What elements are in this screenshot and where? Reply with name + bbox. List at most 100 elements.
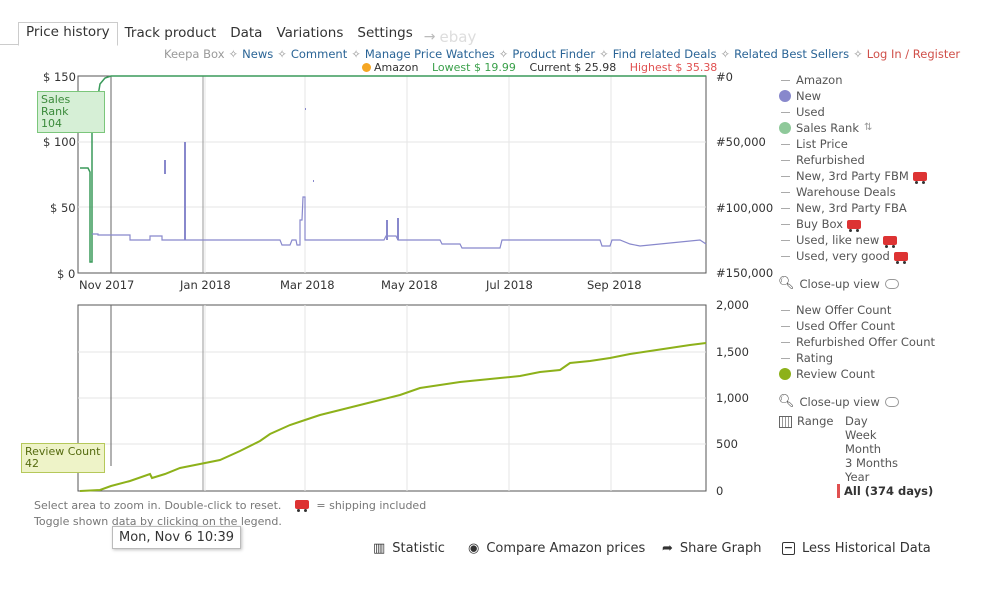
sparkle-icon: ✧ xyxy=(599,47,609,61)
legend-sales-rank[interactable]: Sales Rank ⇅ xyxy=(778,120,927,136)
x-tick-may2018: May 2018 xyxy=(381,278,438,292)
legend-fba[interactable]: New, 3rd Party FBA xyxy=(778,200,927,216)
range-3-months[interactable]: 3 Months xyxy=(845,456,899,470)
legend-buy-box[interactable]: Buy Box xyxy=(778,216,927,232)
closeup-toggle-top[interactable]: 🔍︎ Close-up view xyxy=(778,276,927,292)
bar-chart-icon: ▥ xyxy=(373,541,386,556)
count-tick-2000: 2,000 xyxy=(716,298,749,312)
count-tick-0: 0 xyxy=(716,484,724,498)
tab-price-history[interactable]: Price history xyxy=(18,22,118,46)
keepa-box-link[interactable]: Keepa Box xyxy=(164,47,225,61)
truck-icon xyxy=(847,219,862,232)
legend-warehouse[interactable]: Warehouse Deals xyxy=(778,184,927,200)
x-tick-sep2018: Sep 2018 xyxy=(587,278,642,292)
search-icon: 🔍︎ xyxy=(778,394,795,409)
count-tick-1000: 1,000 xyxy=(716,391,749,405)
tab-variations[interactable]: Variations xyxy=(276,25,344,41)
truck-icon xyxy=(893,251,908,264)
toggle-icon[interactable] xyxy=(884,397,899,407)
range-week[interactable]: Week xyxy=(845,428,877,442)
tab-settings[interactable]: Settings xyxy=(357,25,413,41)
related-best-sellers-link[interactable]: Related Best Sellers xyxy=(734,47,850,61)
new-price-series xyxy=(92,196,707,249)
legend-rating[interactable]: Rating xyxy=(778,350,935,366)
tab-bar: Price history Track product Data Variati… xyxy=(0,22,477,46)
range-label: Range xyxy=(797,414,834,428)
truck-icon xyxy=(883,235,898,248)
calendar-icon xyxy=(779,416,792,428)
price-legend: Amazon New Used Sales Rank ⇅ List Price R… xyxy=(778,72,927,292)
legend-used-offer[interactable]: Used Offer Count xyxy=(778,318,935,334)
truck-icon xyxy=(912,171,927,184)
tab-baseline xyxy=(0,44,20,45)
compare-prices-button[interactable]: ◉ Compare Amazon prices xyxy=(468,541,646,556)
stat-lowest: Lowest $ 19.99 xyxy=(431,61,516,74)
x-tick-jul2018: Jul 2018 xyxy=(486,278,533,292)
count-tick-500: 500 xyxy=(716,437,738,451)
range-day[interactable]: Day xyxy=(845,414,868,428)
sparkle-icon: ✧ xyxy=(853,47,863,61)
count-legend: New Offer Count Used Offer Count Refurbi… xyxy=(778,302,935,410)
legend-new[interactable]: New xyxy=(778,88,927,104)
comment-link[interactable]: Comment xyxy=(290,47,348,61)
review-tooltip-value: 42 xyxy=(25,457,39,470)
share-graph-button[interactable]: ➦ Share Graph xyxy=(662,541,762,556)
legend-amazon[interactable]: Amazon xyxy=(778,72,927,88)
sparkle-icon: ✧ xyxy=(498,47,509,61)
tab-data[interactable]: Data xyxy=(230,25,263,41)
sort-icon[interactable]: ⇅ xyxy=(864,122,873,133)
truck-icon xyxy=(294,500,309,512)
rank-tick-50000: #50,000 xyxy=(716,135,766,149)
new-price-spikes xyxy=(164,108,399,240)
y-tick-100: $ 100 xyxy=(43,135,76,149)
arrow-right-icon: → xyxy=(423,29,436,45)
legend-review-count[interactable]: Review Count xyxy=(778,366,935,382)
y-tick-150: $ 150 xyxy=(43,70,76,84)
date-tooltip: Mon, Nov 6 10:39 xyxy=(112,526,242,549)
y-tick-0: $ 0 xyxy=(57,267,76,281)
product-finder-link[interactable]: Product Finder xyxy=(512,47,596,61)
less-history-button[interactable]: − Less Historical Data xyxy=(782,541,931,556)
sparkle-icon: ✧ xyxy=(277,47,287,61)
range-month[interactable]: Month xyxy=(845,442,882,456)
legend-used-like-new[interactable]: Used, like new xyxy=(778,232,927,248)
top-links: Keepa Box ✧ News ✧ Comment ✧ Manage Price Watc… xyxy=(164,47,960,61)
review-tooltip-label: Review Count xyxy=(25,445,101,458)
tab-ebay[interactable]: ebay xyxy=(439,28,477,46)
stat-highest: Highest $ 35.38 xyxy=(629,61,718,74)
toggle-icon[interactable] xyxy=(884,279,899,289)
rank-tick-0: #0 xyxy=(716,70,733,84)
stat-amazon: Amazon xyxy=(374,61,419,74)
sparkle-icon: ✧ xyxy=(228,47,239,61)
x-tick-nov2017: Nov 2017 xyxy=(79,278,135,292)
login-link[interactable]: Log In / Register xyxy=(866,47,961,61)
legend-refurbished[interactable]: Refurbished xyxy=(778,152,927,168)
legend-refurb-offer[interactable]: Refurbished Offer Count xyxy=(778,334,935,350)
sparkle-icon: ✧ xyxy=(351,47,361,61)
amazon-dot-icon xyxy=(362,63,371,72)
manage-price-watches-link[interactable]: Manage Price Watches xyxy=(364,47,495,61)
price-chart-frame xyxy=(77,75,707,274)
sales-rank-tooltip-value: 104 xyxy=(41,117,62,130)
legend-list-price[interactable]: List Price xyxy=(778,136,927,152)
range-all[interactable]: All (374 days) xyxy=(837,484,933,498)
globe-icon: ◉ xyxy=(468,541,480,556)
legend-used-very-good[interactable]: Used, very good xyxy=(778,248,927,264)
sparkle-icon: ✧ xyxy=(720,47,731,61)
range-year[interactable]: Year xyxy=(845,470,870,484)
news-link[interactable]: News xyxy=(242,47,274,61)
legend-fbm[interactable]: New, 3rd Party FBM xyxy=(778,168,927,184)
hint-line-2: Toggle shown data by clicking on the leg… xyxy=(34,515,282,528)
statistic-button[interactable]: ▥ Statistic xyxy=(373,541,445,556)
legend-new-offer[interactable]: New Offer Count xyxy=(778,302,935,318)
sales-rank-tooltip: Sales Rank 104 xyxy=(37,91,105,133)
stat-current: Current $ 25.98 xyxy=(529,61,617,74)
count-tick-1500: 1,500 xyxy=(716,345,749,359)
sales-rank-series xyxy=(80,75,706,263)
related-deals-link[interactable]: Find related Deals xyxy=(612,47,717,61)
tab-track-product[interactable]: Track product xyxy=(124,25,217,41)
legend-used[interactable]: Used xyxy=(778,104,927,120)
price-chart-grid xyxy=(78,76,706,273)
closeup-toggle-bottom[interactable]: 🔍︎ Close-up view xyxy=(778,394,935,410)
